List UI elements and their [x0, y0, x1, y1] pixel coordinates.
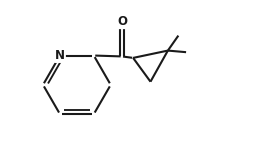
Text: O: O [117, 15, 127, 28]
Text: N: N [55, 49, 65, 62]
